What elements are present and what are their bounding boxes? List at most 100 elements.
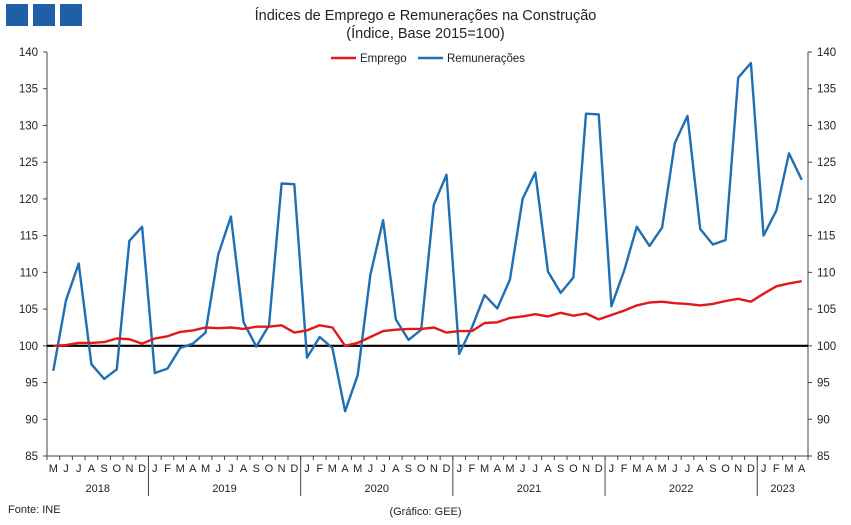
x-tick-label: J bbox=[761, 463, 767, 475]
source-note: Fonte: INE bbox=[8, 504, 61, 516]
x-tick-label: J bbox=[380, 463, 386, 475]
x-tick-label: N bbox=[430, 463, 438, 475]
x-tick-label: O bbox=[265, 463, 274, 475]
year-label: 2020 bbox=[365, 483, 389, 495]
x-tick-label: O bbox=[569, 463, 578, 475]
x-tick-label: J bbox=[368, 463, 374, 475]
y-tick-label-right: 115 bbox=[817, 231, 835, 243]
x-tick-label: D bbox=[138, 463, 146, 475]
y-tick-label-right: 100 bbox=[817, 341, 836, 353]
x-tick-label: S bbox=[557, 463, 564, 475]
y-tick-label-right: 120 bbox=[817, 194, 836, 206]
x-tick-label: D bbox=[747, 463, 755, 475]
y-tick-label-left: 120 bbox=[19, 194, 38, 206]
x-tick-label: F bbox=[621, 463, 628, 475]
year-label: 2022 bbox=[669, 483, 693, 495]
x-tick-label: F bbox=[164, 463, 171, 475]
x-tick-label: M bbox=[505, 463, 514, 475]
year-label: 2021 bbox=[517, 483, 541, 495]
y-tick-label-right: 105 bbox=[817, 304, 836, 316]
x-tick-label: J bbox=[228, 463, 234, 475]
x-tick-label: S bbox=[405, 463, 412, 475]
y-tick-label-right: 90 bbox=[817, 414, 830, 426]
logo-square bbox=[60, 4, 82, 26]
y-tick-label-left: 95 bbox=[25, 378, 38, 390]
x-tick-label: A bbox=[88, 463, 96, 475]
x-tick-label: O bbox=[417, 463, 426, 475]
x-tick-label: A bbox=[646, 463, 654, 475]
y-tick-label-left: 130 bbox=[19, 120, 38, 132]
y-tick-label-left: 135 bbox=[19, 84, 38, 96]
logo-square bbox=[33, 4, 55, 26]
x-tick-label: N bbox=[582, 463, 590, 475]
x-tick-label: S bbox=[253, 463, 260, 475]
x-tick-label: A bbox=[240, 463, 248, 475]
x-tick-label: D bbox=[290, 463, 298, 475]
y-tick-label-left: 105 bbox=[19, 304, 38, 316]
x-tick-label: M bbox=[480, 463, 489, 475]
x-tick-label: J bbox=[533, 463, 539, 475]
x-tick-label: A bbox=[494, 463, 502, 475]
x-tick-label: F bbox=[316, 463, 323, 475]
x-tick-label: A bbox=[798, 463, 806, 475]
x-tick-label: A bbox=[697, 463, 705, 475]
x-tick-label: S bbox=[709, 463, 716, 475]
x-tick-label: J bbox=[63, 463, 69, 475]
x-tick-label: F bbox=[773, 463, 780, 475]
x-tick-label: M bbox=[201, 463, 210, 475]
chart-title: Índices de Emprego e Remunerações na Con… bbox=[254, 8, 597, 24]
x-tick-label: J bbox=[685, 463, 691, 475]
y-tick-label-right: 140 bbox=[817, 47, 836, 59]
x-tick-label: S bbox=[100, 463, 107, 475]
y-tick-label-right: 95 bbox=[817, 378, 830, 390]
x-tick-label: J bbox=[520, 463, 526, 475]
x-tick-label: F bbox=[469, 463, 476, 475]
y-tick-label-left: 115 bbox=[20, 231, 38, 243]
y-tick-label-right: 85 bbox=[817, 451, 830, 463]
y-tick-label-left: 110 bbox=[20, 267, 38, 279]
x-tick-label: J bbox=[76, 463, 82, 475]
x-tick-label: A bbox=[544, 463, 552, 475]
series-line-emprego bbox=[53, 280, 802, 347]
y-tick-label-left: 100 bbox=[19, 341, 38, 353]
x-tick-label: N bbox=[734, 463, 742, 475]
y-tick-label-right: 130 bbox=[817, 120, 836, 132]
x-tick-label: M bbox=[49, 463, 58, 475]
y-tick-label-right: 110 bbox=[817, 267, 835, 279]
y-tick-label-left: 90 bbox=[25, 414, 38, 426]
x-tick-label: N bbox=[278, 463, 286, 475]
y-tick-label-right: 125 bbox=[817, 157, 836, 169]
series-line-remuneracoes bbox=[52, 61, 803, 413]
y-tick-label-right: 135 bbox=[817, 84, 836, 96]
legend-label-emprego: Emprego bbox=[360, 53, 407, 65]
x-tick-label: O bbox=[112, 463, 121, 475]
x-tick-label: M bbox=[632, 463, 641, 475]
x-tick-label: A bbox=[189, 463, 197, 475]
x-tick-label: N bbox=[125, 463, 133, 475]
x-tick-label: M bbox=[353, 463, 362, 475]
year-label: 2018 bbox=[85, 483, 109, 495]
x-tick-label: A bbox=[392, 463, 400, 475]
x-tick-label: J bbox=[672, 463, 678, 475]
chart-subtitle: (Índice, Base 2015=100) bbox=[346, 26, 505, 42]
legend-label-remuneracoes: Remunerações bbox=[447, 53, 525, 65]
y-tick-label-left: 140 bbox=[19, 47, 38, 59]
x-tick-label: M bbox=[784, 463, 793, 475]
x-tick-label: J bbox=[215, 463, 221, 475]
credit-note: (Gráfico: GEE) bbox=[389, 506, 462, 518]
y-tick-label-left: 85 bbox=[25, 451, 38, 463]
x-tick-label: M bbox=[176, 463, 185, 475]
x-tick-label: O bbox=[721, 463, 730, 475]
year-label: 2019 bbox=[212, 483, 236, 495]
x-tick-label: M bbox=[658, 463, 667, 475]
x-tick-label: A bbox=[341, 463, 349, 475]
year-label: 2023 bbox=[770, 483, 794, 495]
x-tick-label: J bbox=[609, 463, 615, 475]
y-tick-label-left: 125 bbox=[19, 157, 38, 169]
x-tick-label: D bbox=[443, 463, 451, 475]
x-tick-label: J bbox=[152, 463, 158, 475]
logo-square bbox=[6, 4, 28, 26]
x-tick-label: M bbox=[328, 463, 337, 475]
brand-logo bbox=[6, 4, 82, 26]
